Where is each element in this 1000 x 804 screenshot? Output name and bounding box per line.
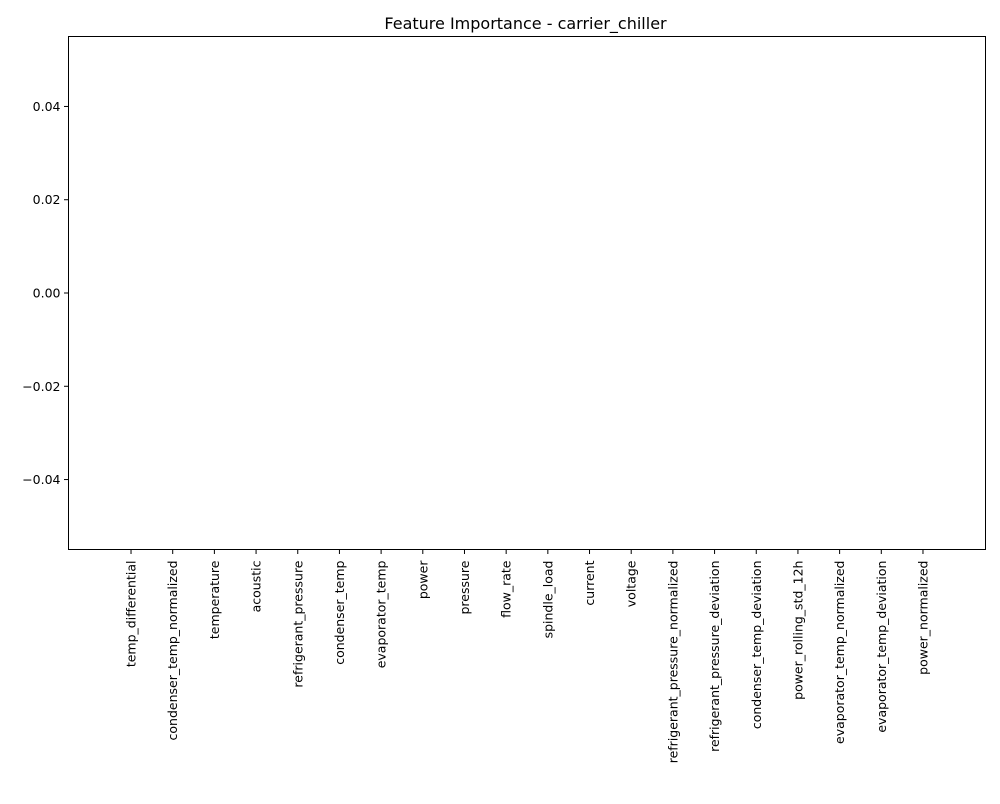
- x-tick-label: acoustic: [249, 560, 264, 612]
- x-tick-label: power: [415, 560, 430, 599]
- x-tick-label: voltage: [624, 560, 639, 607]
- x-tick-label: pressure: [457, 560, 472, 614]
- plot-frame: [68, 36, 986, 550]
- y-axis: −0.04 −0.02 0.00 0.02 0.04: [22, 99, 69, 487]
- x-tick-label: power_normalized: [915, 561, 930, 675]
- x-tick-label: spindle_load: [540, 561, 555, 639]
- y-tick-label: −0.04: [22, 472, 60, 487]
- x-tick-label: power_rolling_std_12h: [790, 561, 805, 700]
- x-tick-label: refrigerant_pressure_normalized: [665, 561, 680, 764]
- y-tick-label: 0.04: [33, 99, 61, 114]
- x-tick-label: condenser_temp_deviation: [749, 561, 764, 730]
- x-tick-label: evaporator_temp_deviation: [874, 560, 889, 732]
- x-tick-label: condenser_temp: [332, 560, 347, 664]
- y-tick-label: 0.00: [33, 286, 61, 301]
- x-tick-label: flow_rate: [499, 560, 514, 618]
- x-tick-label: evaporator_temp_normalized: [832, 561, 847, 744]
- x-tick-label: evaporator_temp: [374, 560, 389, 668]
- x-tick-label: temperature: [207, 560, 222, 639]
- y-tick-label: 0.02: [33, 192, 61, 207]
- x-tick-label: refrigerant_pressure_deviation: [707, 561, 722, 752]
- x-axis: temp_differential condenser_temp_normaliz…: [124, 549, 930, 764]
- y-tick-label: −0.02: [22, 379, 60, 394]
- x-tick-label: temp_differential: [124, 561, 139, 668]
- chart-title: Feature Importance - carrier_chiller: [384, 14, 667, 34]
- x-tick-label: refrigerant_pressure: [290, 560, 305, 687]
- x-tick-label: condenser_temp_normalized: [165, 561, 180, 741]
- x-tick-label: current: [582, 560, 597, 605]
